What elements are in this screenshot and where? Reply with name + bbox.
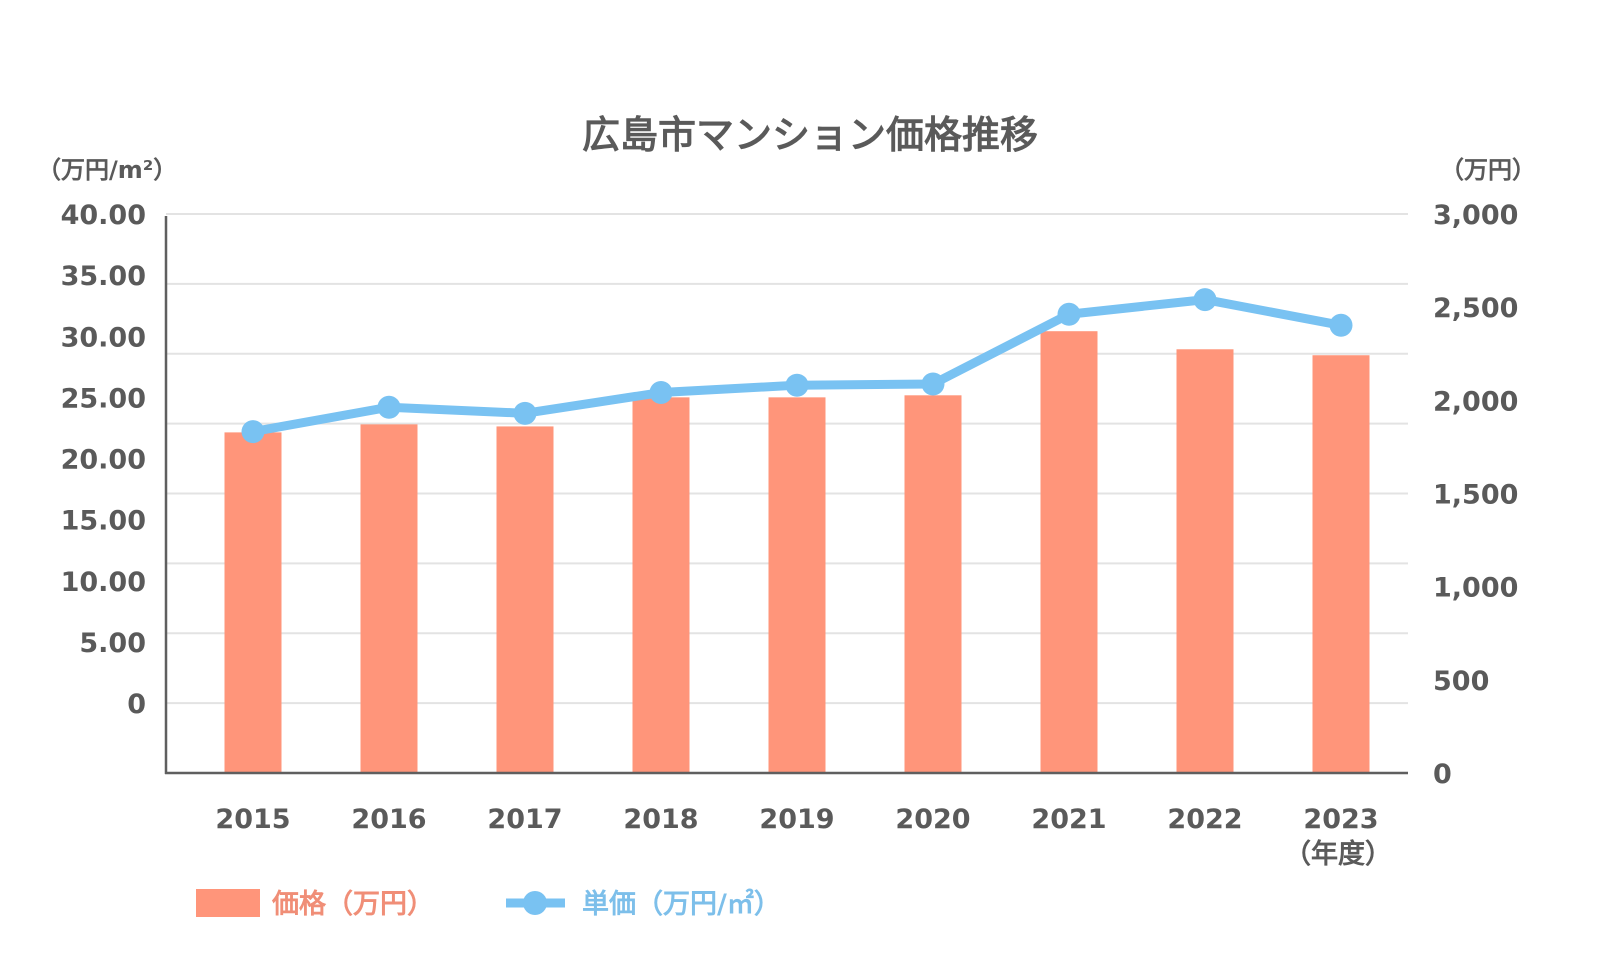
left-tick-label: 0 xyxy=(127,689,146,720)
x-tick-label: 2022 xyxy=(1167,804,1242,835)
right-tick-label: 1,500 xyxy=(1433,480,1518,511)
point-2022 xyxy=(1193,288,1217,312)
x-tick-label: 2017 xyxy=(487,804,562,835)
bar-2017 xyxy=(496,426,554,773)
left-axis-ticks: 40.00 35.00 30.00 25.00 20.00 15.00 10.00 5.00 0 xyxy=(61,200,146,720)
right-tick-label: 2,500 xyxy=(1433,293,1518,324)
left-tick-label: 30.00 xyxy=(61,322,146,353)
left-tick-label: 10.00 xyxy=(61,567,146,598)
right-tick-label: 0 xyxy=(1433,759,1452,790)
bar-series xyxy=(224,331,1370,773)
x-tick-label: 2018 xyxy=(623,804,698,835)
point-2023 xyxy=(1329,313,1353,337)
right-tick-label: 500 xyxy=(1433,666,1489,697)
right-tick-label: 2,000 xyxy=(1433,386,1518,417)
right-tick-label: 1,000 xyxy=(1433,573,1518,604)
x-axis-ticks: 2015 2016 2017 2018 2019 2020 2021 2022 2023 xyxy=(215,804,1378,835)
left-tick-label: 40.00 xyxy=(61,200,146,231)
legend-marker-unit-price xyxy=(523,891,547,915)
point-2017 xyxy=(513,401,537,425)
bar-2016 xyxy=(360,424,418,773)
point-2019 xyxy=(785,373,809,397)
legend-label-price: 価格（万円） xyxy=(271,889,434,920)
point-2016 xyxy=(377,395,401,419)
x-tick-label: 2021 xyxy=(1031,804,1106,835)
point-2015 xyxy=(241,420,265,444)
right-axis-unit-label: （万円） xyxy=(1440,156,1536,184)
right-tick-label: 3,000 xyxy=(1433,200,1518,231)
legend-swatch-price xyxy=(196,889,260,917)
x-axis-label: （年度） xyxy=(1284,838,1392,870)
bar-2021 xyxy=(1040,331,1098,773)
legend-label-unit-price: 単価（万円/㎡） xyxy=(582,888,781,920)
x-tick-label: 2015 xyxy=(215,804,290,835)
bar-2020 xyxy=(904,395,962,773)
left-tick-label: 25.00 xyxy=(61,383,146,414)
bar-2023 xyxy=(1312,355,1370,773)
chart-title: 広島市マンション価格推移 xyxy=(582,113,1038,157)
bar-2018 xyxy=(632,397,690,773)
right-axis-ticks: 3,000 2,500 2,000 1,500 1,000 500 0 xyxy=(1433,200,1518,790)
left-tick-label: 35.00 xyxy=(61,261,146,292)
x-tick-label: 2020 xyxy=(895,804,970,835)
line-series xyxy=(241,288,1353,444)
point-2020 xyxy=(921,372,945,396)
left-tick-label: 15.00 xyxy=(61,506,146,537)
point-2018 xyxy=(649,381,673,405)
left-tick-label: 5.00 xyxy=(79,628,146,659)
bar-2022 xyxy=(1176,349,1234,773)
left-axis-unit-label: （万円/m²） xyxy=(37,156,177,184)
x-tick-label: 2016 xyxy=(351,804,426,835)
axes xyxy=(164,216,1408,775)
x-tick-label: 2019 xyxy=(759,804,834,835)
bar-2019 xyxy=(768,397,826,773)
left-tick-label: 20.00 xyxy=(61,445,146,476)
x-tick-label: 2023 xyxy=(1303,804,1378,835)
bar-2015 xyxy=(224,432,282,773)
point-2021 xyxy=(1057,302,1081,326)
legend: 価格（万円） 単価（万円/㎡） xyxy=(196,888,781,920)
